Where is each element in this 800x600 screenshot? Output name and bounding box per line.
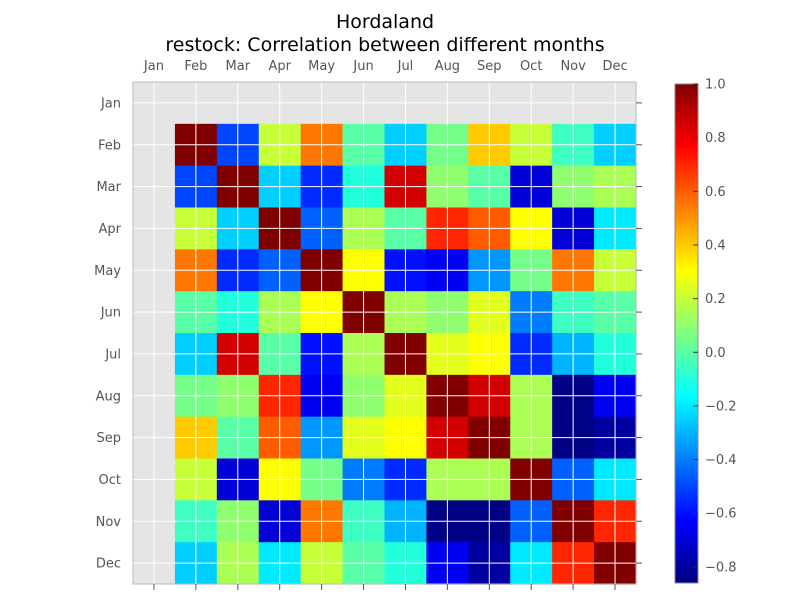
x-tick-label: May <box>308 59 335 74</box>
x-tick-label: Oct <box>520 59 542 74</box>
x-tick-label: Jul <box>397 59 414 74</box>
heatmap-grid <box>133 82 636 584</box>
y-tick-label: Jun <box>100 306 121 321</box>
y-tick-label: Sep <box>96 431 121 446</box>
colorbar-tick-label: −0.6 <box>705 507 737 522</box>
colorbar-tick-label: 0.0 <box>705 346 726 361</box>
x-tick-label: Jan <box>143 59 164 74</box>
chart-title: Hordaland <box>336 11 434 33</box>
x-tick-label: Sep <box>477 59 502 74</box>
x-tick-label: Apr <box>268 59 291 74</box>
colorbar-tick-label: −0.2 <box>705 399 737 414</box>
colorbar <box>674 83 699 584</box>
x-tick-label: Aug <box>435 59 460 74</box>
y-tick-label: Oct <box>99 473 121 488</box>
colorbar-tick-label: 0.2 <box>705 292 726 307</box>
y-tick-label: Mar <box>96 180 121 195</box>
colorbar-tick-label: −0.8 <box>705 560 737 575</box>
x-tick-label: Dec <box>602 59 627 74</box>
chart-subtitle: restock: Correlation between different m… <box>165 34 604 56</box>
x-tick-label: Nov <box>560 59 586 74</box>
colorbar-tick-label: 0.6 <box>705 185 726 200</box>
y-tick-label: Dec <box>96 557 121 572</box>
colorbar-tick-label: 1.0 <box>705 78 726 93</box>
y-tick-label: Jul <box>104 347 121 362</box>
x-axis-ticks: Jan Feb Mar Apr May Jun Jul Aug Sep Oct Nov Dec <box>143 59 628 590</box>
y-tick-label: Apr <box>99 222 122 237</box>
y-tick-label: Nov <box>96 515 122 530</box>
x-tick-label: Jun <box>352 59 373 74</box>
y-axis-ticks: Jan Feb Mar Apr May Jun Jul Aug Sep Oct Nov Dec <box>94 96 642 572</box>
y-tick-label: Feb <box>98 138 121 153</box>
colorbar-tick-label: 0.8 <box>705 131 726 146</box>
heatmap-plot-frame <box>132 81 637 585</box>
x-tick-label: Feb <box>184 59 207 74</box>
colorbar-tick-label: 0.4 <box>705 238 726 253</box>
x-tick-label: Mar <box>226 59 251 74</box>
y-tick-label: Jan <box>100 96 121 111</box>
y-tick-label: Aug <box>96 389 121 404</box>
y-tick-label: May <box>94 264 121 279</box>
colorbar-ticks: 1.0 0.8 0.6 0.4 0.2 0.0 −0.2 −0.4 −0.6 −0.8 <box>693 78 737 575</box>
colorbar-tick-label: −0.4 <box>705 453 737 468</box>
